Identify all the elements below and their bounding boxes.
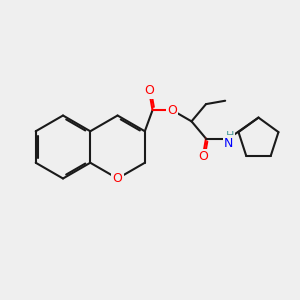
Text: O: O [112,172,122,185]
Text: N: N [224,136,233,150]
Text: O: O [167,103,177,117]
Text: O: O [198,150,208,163]
Text: O: O [144,84,154,98]
Text: H: H [226,130,234,141]
